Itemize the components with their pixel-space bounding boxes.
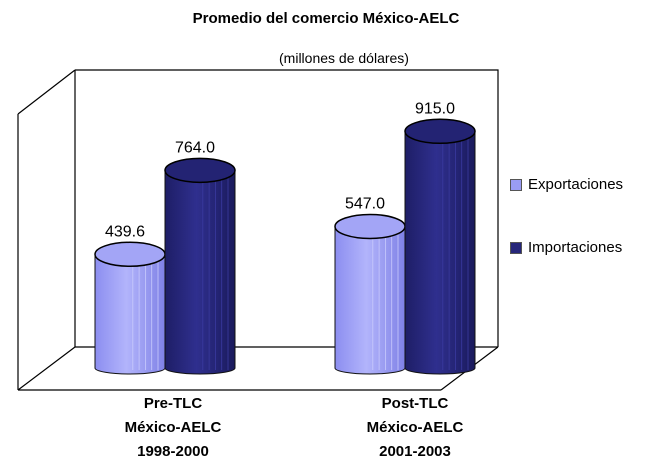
legend-swatch-exportaciones — [510, 178, 522, 191]
legend-label-importaciones: Importaciones — [528, 239, 623, 256]
category-line: 2001-2003 — [379, 443, 451, 460]
legend-item-exportaciones: Exportaciones — [510, 176, 623, 193]
category-line: México-AELC — [124, 419, 222, 436]
bar-top-importaciones-1 — [404, 118, 476, 145]
category-line: Post-TLC — [381, 395, 449, 412]
category-line: México-AELC — [366, 419, 464, 436]
chart-title: Promedio del comercio México-AELC — [192, 10, 460, 27]
chart-frame — [17, 69, 499, 391]
category-label-pre-tlc: Pre-TLC México-AELC 1998-2000 — [88, 392, 258, 464]
value-label-exportaciones-1: 547.0 — [345, 195, 385, 212]
value-label-importaciones-0: 764.0 — [175, 139, 215, 156]
value-label-exportaciones-0: 439.6 — [105, 223, 145, 240]
bar-top-exportaciones-1 — [334, 213, 406, 240]
value-label-importaciones-1: 915.0 — [415, 100, 455, 117]
bar-exportaciones-1 — [334, 225, 406, 375]
category-line: Pre-TLC — [143, 395, 203, 412]
bar-importaciones-1 — [404, 130, 476, 375]
bar-top-exportaciones-0 — [94, 241, 166, 268]
bar-exportaciones-0 — [94, 253, 166, 375]
category-line: 1998-2000 — [137, 443, 209, 460]
bar-top-importaciones-0 — [164, 157, 236, 184]
legend-label-exportaciones: Exportaciones — [528, 176, 624, 193]
bar-importaciones-0 — [164, 169, 236, 375]
category-label-post-tlc: Post-TLC México-AELC 2001-2003 — [330, 392, 500, 464]
chart-subtitle: (millones de dólares) — [279, 50, 409, 66]
legend-swatch-importaciones — [510, 241, 522, 254]
legend-item-importaciones: Importaciones — [510, 239, 622, 256]
